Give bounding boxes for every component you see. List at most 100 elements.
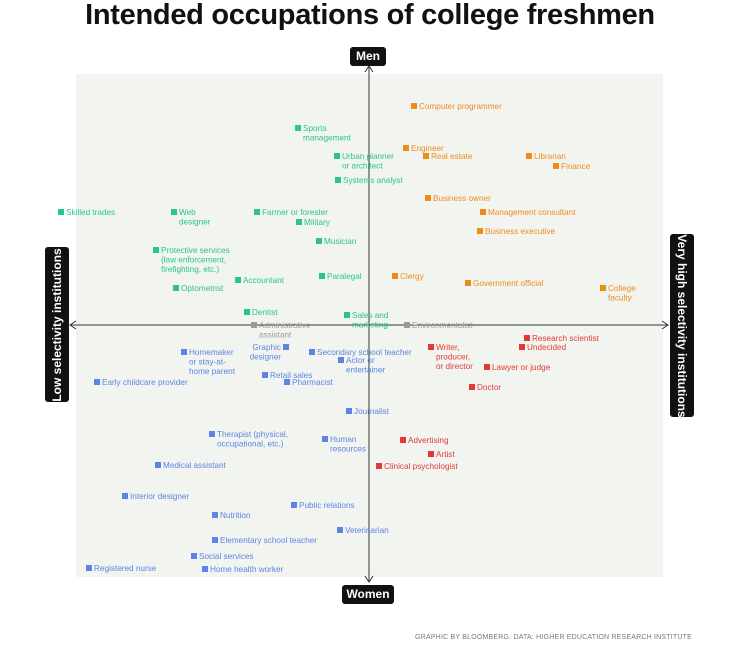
label-clinical-psychologist: Clinical psychologist (384, 462, 458, 471)
label-web-designer: Web designer (179, 208, 211, 227)
marker-public-relations (291, 502, 297, 508)
point-doctor: Doctor (469, 383, 501, 392)
point-computer-programmer: Computer programmer (411, 102, 502, 111)
label-nutrition: Nutrition (220, 511, 251, 520)
point-registered-nurse: Registered nurse (86, 564, 157, 573)
label-musician: Musician (324, 237, 357, 246)
marker-farmer-or-forester (254, 209, 260, 215)
point-human-resources: Human resources (322, 435, 366, 454)
marker-secondary-school-teacher (309, 349, 315, 355)
label-business-owner: Business owner (433, 194, 491, 203)
marker-veterinarian (337, 527, 343, 533)
point-systems-analyst: Systems analyst (335, 176, 403, 185)
marker-college-faculty (600, 285, 606, 291)
marker-systems-analyst (335, 177, 341, 183)
point-paralegal: Paralegal (319, 272, 362, 281)
label-medical-assistant: Medical assistant (163, 461, 227, 470)
label-interior-designer: Interior designer (130, 492, 189, 501)
point-pharmacist: Pharmacist (284, 378, 334, 387)
marker-clinical-psychologist (376, 463, 382, 469)
marker-librarian (526, 153, 532, 159)
point-home-health-worker: Home health worker (202, 565, 284, 574)
label-advertising: Advertising (408, 436, 449, 445)
point-advertising: Advertising (400, 436, 449, 445)
point-administrative-assistant: Administrative assistant (251, 321, 311, 340)
axes (69, 65, 669, 583)
marker-undecided (519, 344, 525, 350)
label-urban-planner-or-architect: Urban planner or architect (342, 152, 394, 171)
label-librarian: Librarian (534, 152, 566, 161)
label-homemaker-or-stay-at-home-parent: Homemaker or stay-at-home parent (189, 348, 236, 376)
marker-urban-planner-or-architect (334, 153, 340, 159)
point-business-executive: Business executive (477, 227, 556, 236)
point-artist: Artist (428, 450, 455, 459)
point-college-faculty: College faculty (600, 284, 636, 303)
marker-sports-management (295, 125, 301, 131)
label-retail-sales: Retail sales (270, 371, 312, 380)
point-finance: Finance (553, 162, 591, 171)
point-business-owner: Business owner (425, 194, 491, 203)
marker-dentist (244, 309, 250, 315)
marker-protective-services-law-enforcement-firefighting-etc (153, 247, 159, 253)
point-veterinarian: Veterinarian (337, 526, 389, 535)
point-protective-services-law-enforcement-firefighting-etc: Protective services (law enforcement, fire… (153, 246, 230, 274)
label-protective-services-law-enforcement-firefighting-etc: Protective services (law enforcement, fire… (161, 246, 230, 274)
point-librarian: Librarian (526, 152, 566, 161)
marker-government-official (465, 280, 471, 286)
label-graphic-designer: Graphic designer (250, 343, 282, 362)
point-retail-sales: Retail sales (262, 371, 312, 380)
point-optometrist: Optometrist (173, 284, 224, 293)
label-artist: Artist (436, 450, 455, 459)
label-secondary-school-teacher: Secondary school teacher (317, 348, 412, 357)
label-dentist: Dentist (252, 308, 278, 317)
point-journalist: Journalist (346, 407, 390, 416)
chart-title: Intended occupations of college freshmen (85, 0, 655, 31)
marker-clergy (392, 273, 398, 279)
point-secondary-school-teacher: Secondary school teacher (309, 348, 412, 357)
marker-registered-nurse (86, 565, 92, 571)
marker-skilled-trades (58, 209, 64, 215)
marker-early-childcare-provider (94, 379, 100, 385)
label-home-health-worker: Home health worker (210, 565, 284, 574)
marker-paralegal (319, 273, 325, 279)
axis-label-low-selectivity-text: Low selectivity institutions (50, 247, 64, 402)
label-computer-programmer: Computer programmer (419, 102, 502, 111)
label-government-official: Government official (473, 279, 544, 288)
marker-graphic-designer (283, 344, 289, 350)
label-business-executive: Business executive (485, 227, 556, 236)
label-management-consultant: Management consultant (488, 208, 576, 217)
marker-writer-producer-or-director (428, 344, 434, 350)
label-writer-producer-or-director: Writer, producer, or director (436, 343, 473, 371)
label-early-childcare-provider: Early childcare provider (102, 378, 188, 387)
label-accountant: Accountant (243, 276, 285, 285)
label-elementary-school-teacher: Elementary school teacher (220, 536, 317, 545)
label-skilled-trades: Skilled trades (66, 208, 115, 217)
marker-computer-programmer (411, 103, 417, 109)
label-doctor: Doctor (477, 383, 501, 392)
label-lawyer-or-judge: Lawyer or judge (492, 363, 551, 372)
marker-journalist (346, 408, 352, 414)
point-real-estate: Real estate (423, 152, 473, 161)
marker-social-services (191, 553, 197, 559)
axis-label-women: Women (342, 585, 394, 604)
axis-label-men: Men (350, 47, 386, 66)
label-paralegal: Paralegal (327, 272, 362, 281)
label-public-relations: Public relations (299, 501, 355, 510)
label-research-scientist: Research scientist (532, 334, 600, 343)
marker-web-designer (171, 209, 177, 215)
point-management-consultant: Management consultant (480, 208, 576, 217)
arrow-up-icon (364, 65, 374, 73)
marker-business-executive (477, 228, 483, 234)
marker-engineer (403, 145, 409, 151)
point-early-childcare-provider: Early childcare provider (94, 378, 188, 387)
point-government-official: Government official (465, 279, 544, 288)
point-sports-management: Sports management (295, 124, 352, 143)
arrow-down-icon (364, 575, 374, 583)
marker-retail-sales (262, 372, 268, 378)
label-undecided: Undecided (527, 343, 567, 352)
axis-label-very-high-selectivity: Very high selectivity institutions (670, 234, 694, 417)
marker-administrative-assistant (251, 322, 257, 328)
point-military: Military (296, 218, 331, 227)
marker-military (296, 219, 302, 225)
marker-advertising (400, 437, 406, 443)
